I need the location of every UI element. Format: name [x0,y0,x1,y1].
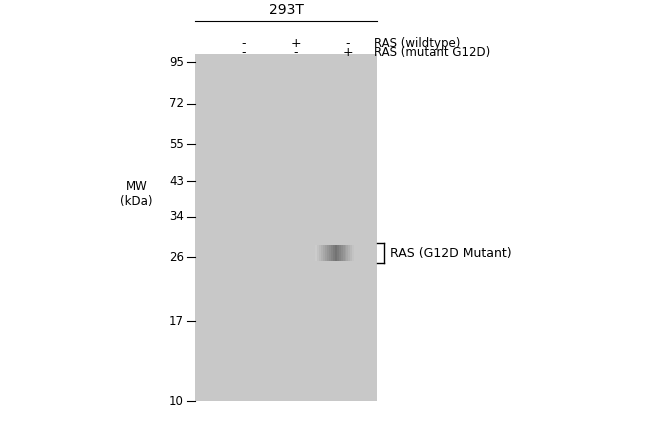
Bar [319,245,321,261]
Text: -: - [242,46,246,59]
Bar [337,245,339,261]
Text: 43: 43 [169,175,184,188]
Bar [321,245,323,261]
Bar [327,245,329,261]
Text: -: - [294,46,298,59]
Text: +: + [291,38,301,51]
Text: 293T: 293T [268,3,304,17]
Bar [333,245,335,261]
Bar [348,245,350,261]
Text: 26: 26 [169,251,184,264]
Bar [343,245,344,261]
Text: 55: 55 [169,138,184,151]
Bar [325,245,327,261]
Bar [323,245,325,261]
Text: MW
(kDa): MW (kDa) [120,180,153,208]
Text: 95: 95 [169,56,184,69]
Bar [346,245,348,261]
Bar [331,245,333,261]
Bar [339,245,341,261]
Bar [350,245,352,261]
Text: 34: 34 [169,210,184,223]
Text: 72: 72 [169,97,184,110]
Bar [329,245,331,261]
Bar [352,245,354,261]
Text: 17: 17 [169,315,184,328]
Bar [195,54,377,401]
Text: -: - [346,38,350,51]
Text: RAS (wildtype): RAS (wildtype) [374,38,460,51]
Text: -: - [242,38,246,51]
Text: 10: 10 [169,395,184,408]
Text: +: + [343,46,353,59]
Bar [344,245,346,261]
Text: RAS (G12D Mutant): RAS (G12D Mutant) [390,246,512,260]
Text: RAS (mutant G12D): RAS (mutant G12D) [374,46,490,59]
Bar [335,245,337,261]
Bar [341,245,343,261]
Bar [315,245,317,261]
Bar [317,245,319,261]
